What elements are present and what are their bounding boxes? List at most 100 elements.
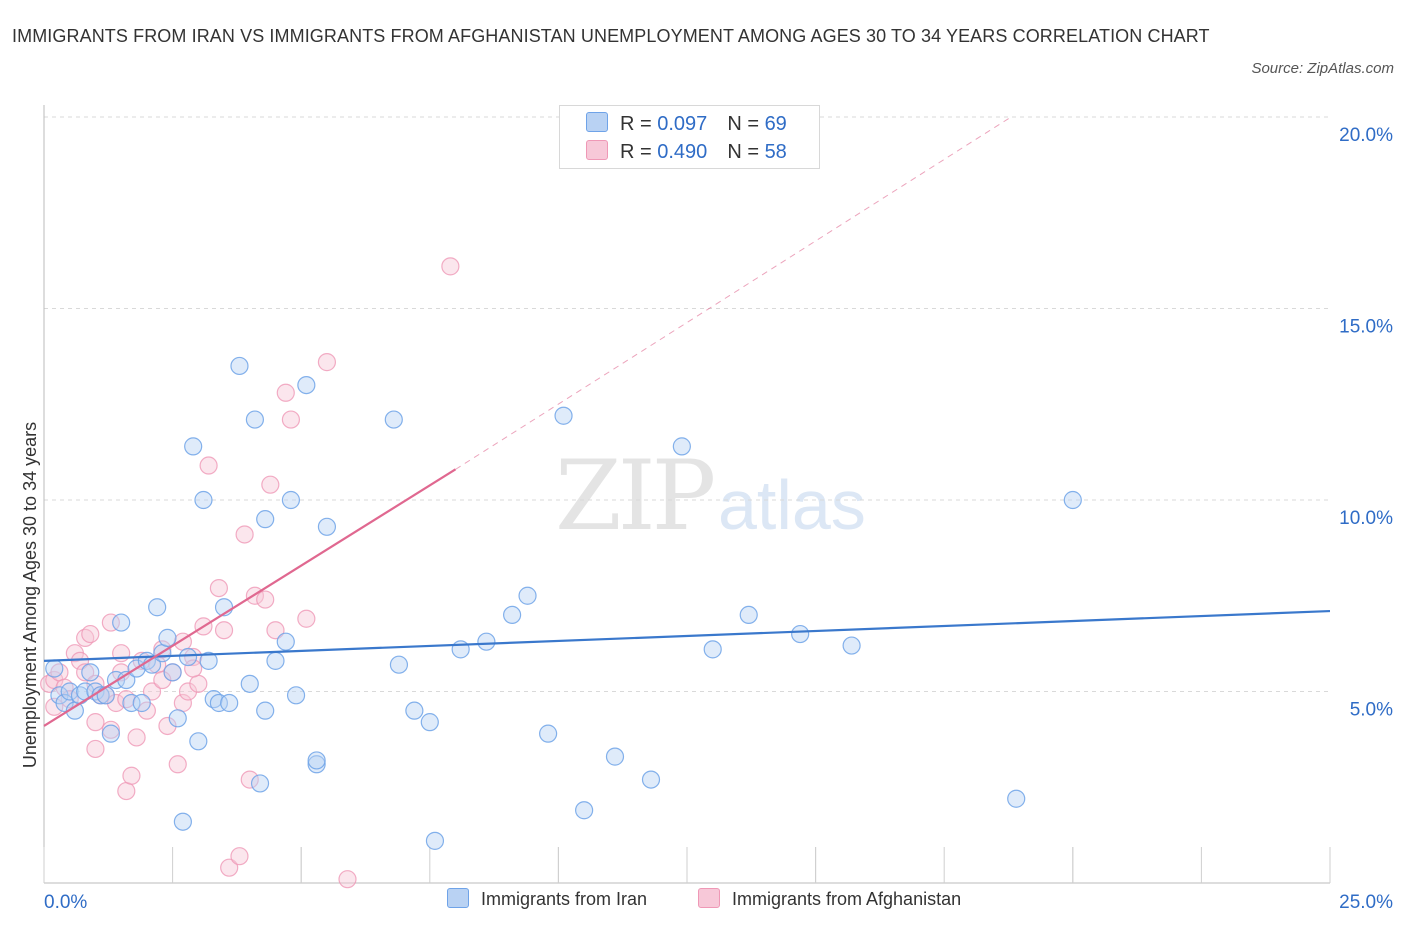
afghan-point-2 xyxy=(45,697,64,716)
afghan-point-35 xyxy=(189,674,208,693)
series-legend-afghan[interactable]: Immigrants from Afghanistan xyxy=(698,888,961,910)
iran-point-62 xyxy=(641,770,661,789)
iran-point-30 xyxy=(199,651,218,670)
watermark-atlas: atlas xyxy=(718,466,866,544)
afghan-point-37 xyxy=(199,456,218,475)
afghan-points xyxy=(40,257,460,889)
source-label: Source: ZipAtlas.com xyxy=(1251,60,1394,77)
afghan-point-28 xyxy=(158,716,177,736)
afghan-point-55 xyxy=(184,659,203,678)
x-tick-label-max: 25.0% xyxy=(1339,892,1393,913)
iran-point-69 xyxy=(1007,789,1026,808)
iran-point-50 xyxy=(384,410,403,429)
afghan-point-22 xyxy=(127,728,146,747)
afghan-point-11 xyxy=(86,674,105,693)
iran-point-37 xyxy=(245,410,265,429)
afghan-point-56 xyxy=(153,670,172,690)
iran-point-44 xyxy=(286,686,306,705)
iran-points xyxy=(45,356,1082,850)
x-tick-label-min: 0.0% xyxy=(44,892,87,913)
legend-r-label-afghan: R = xyxy=(620,141,658,163)
legend-n-label-iran: N = xyxy=(727,113,765,135)
series-legend: Immigrants from Iran Immigrants from Afg… xyxy=(0,888,1406,916)
iran-point-29 xyxy=(194,490,213,510)
iran-point-42 xyxy=(276,632,295,651)
iran-point-35 xyxy=(230,356,249,376)
afghan-point-20 xyxy=(117,781,136,801)
afghan-point-54 xyxy=(86,739,105,759)
legend-r-label-iran: R = xyxy=(620,113,658,135)
iran-point-38 xyxy=(250,774,270,793)
afghan-point-52 xyxy=(338,870,357,889)
iran-point-67 xyxy=(842,636,861,655)
y-tick-label-3: 20.0% xyxy=(1339,125,1393,146)
afghan-point-10 xyxy=(81,624,100,644)
legend-row-afghan: R = 0.490 N = 58 xyxy=(586,140,787,164)
axis-labels: 5.0% 10.0% 15.0% 20.0% 0.0% 25.0% Unemployment… xyxy=(20,125,1393,913)
afghan-trend-extension xyxy=(455,116,1012,470)
iran-point-48 xyxy=(307,751,326,770)
iran-point-55 xyxy=(477,632,496,651)
iran-point-59 xyxy=(554,406,573,425)
afghan-point-46 xyxy=(261,475,280,494)
iran-point-40 xyxy=(256,510,275,529)
afghan-point-43 xyxy=(240,770,259,789)
iran-point-32 xyxy=(209,693,228,713)
afghan-point-53 xyxy=(441,257,460,276)
chart-title: IMMIGRANTS FROM IRAN VS IMMIGRANTS FROM … xyxy=(12,26,1210,46)
afghan-point-8 xyxy=(76,663,95,682)
y-axis-label: Unemployment Among Ages 30 to 34 years xyxy=(20,422,40,768)
iran-point-27 xyxy=(184,437,203,456)
series-label-afghan: Immigrants from Afghanistan xyxy=(732,889,962,909)
iran-point-58 xyxy=(539,724,558,743)
iran-point-53 xyxy=(425,831,445,850)
series-legend-iran[interactable]: Immigrants from Iran xyxy=(447,888,647,910)
iran-point-17 xyxy=(132,693,151,713)
iran-point-2 xyxy=(55,693,74,713)
series-swatch-iran xyxy=(447,888,469,908)
afghan-point-42 xyxy=(235,525,254,544)
afghan-point-16 xyxy=(101,613,120,632)
iran-point-52 xyxy=(420,713,439,732)
iran-point-23 xyxy=(163,663,182,682)
watermark-zip: ZIP xyxy=(555,440,716,552)
iran-point-43 xyxy=(281,490,301,510)
afghan-point-25 xyxy=(142,682,162,701)
iran-trend-line xyxy=(43,609,1331,662)
iran-point-13 xyxy=(112,613,131,632)
axes xyxy=(43,105,1331,884)
iran-point-36 xyxy=(240,674,259,693)
afghan-point-51 xyxy=(317,353,337,372)
iran-point-28 xyxy=(189,732,208,751)
iran-point-11 xyxy=(101,724,120,743)
afghan-point-21 xyxy=(122,766,141,785)
iran-point-0 xyxy=(45,659,64,678)
iran-point-26 xyxy=(178,647,198,667)
afghan-point-30 xyxy=(168,755,187,774)
legend-n-value-iran: 69 xyxy=(764,113,787,135)
trend-lines xyxy=(43,116,1331,727)
iran-point-15 xyxy=(122,693,141,713)
afghan-point-39 xyxy=(214,621,234,640)
afghan-point-38 xyxy=(209,578,228,598)
iran-point-63 xyxy=(672,437,691,456)
iran-point-49 xyxy=(389,655,409,674)
iran-point-60 xyxy=(575,801,594,820)
iran-point-47 xyxy=(317,517,337,536)
afghan-point-48 xyxy=(276,383,295,402)
iran-point-68 xyxy=(1063,490,1082,510)
afghan-point-50 xyxy=(297,609,316,628)
iran-point-57 xyxy=(518,586,537,605)
legend-row-iran: R = 0.097 N = 69 xyxy=(586,112,787,136)
iran-point-56 xyxy=(503,605,522,625)
iran-point-25 xyxy=(173,812,192,831)
afghan-point-17 xyxy=(106,693,126,713)
iran-point-3 xyxy=(60,682,79,701)
afghan-point-40 xyxy=(220,858,239,877)
iran-point-51 xyxy=(405,701,424,720)
afghan-point-33 xyxy=(178,682,198,701)
iran-point-10 xyxy=(96,686,115,705)
series-swatch-afghan xyxy=(698,888,720,908)
iran-point-7 xyxy=(81,663,100,682)
